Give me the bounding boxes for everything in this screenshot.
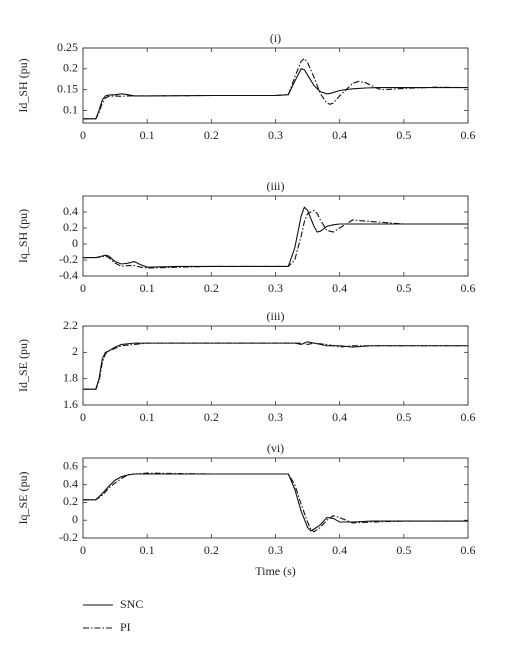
x-tick-label: 0.1 (140, 543, 155, 557)
x-tick-label: 0.5 (396, 410, 411, 424)
y-tick-label: 0.4 (63, 476, 78, 490)
x-tick-label: 0.3 (268, 410, 283, 424)
series-line (83, 473, 468, 532)
series-line (83, 341, 468, 390)
y-tick-label: -0.2 (59, 530, 78, 544)
x-tick-label: 0.6 (461, 543, 476, 557)
x-tick-label: 0.3 (268, 281, 283, 295)
y-tick-label: 0.2 (63, 494, 78, 508)
x-tick-label: 0.1 (140, 281, 155, 295)
x-tick-label: 0 (80, 543, 86, 557)
x-tick-label: 0.6 (461, 128, 476, 142)
series-line (83, 68, 468, 120)
x-tick-label: 0.5 (396, 128, 411, 142)
x-tick-label: 0 (80, 128, 86, 142)
y-tick-label: 0 (72, 512, 78, 526)
x-tick-label: 0.6 (461, 410, 476, 424)
x-tick-label: 0.3 (268, 128, 283, 142)
x-tick-label: 0.1 (140, 128, 155, 142)
y-tick-label: 0.2 (63, 61, 78, 75)
plot-frame (82, 325, 469, 406)
y-axis-label: Id_SH (pu) (16, 58, 30, 112)
y-axis-label: Id_SE (pu) (16, 339, 30, 392)
x-tick-label: 0.2 (204, 410, 219, 424)
y-tick-label: 0.1 (63, 102, 78, 116)
x-tick-label: 0.1 (140, 410, 155, 424)
y-tick-label: -0.4 (59, 268, 78, 282)
x-axis-label: Time (s) (255, 564, 296, 578)
legend-label: PI (120, 620, 131, 634)
legend-label: SNC (120, 597, 143, 611)
panel-title: (i) (270, 31, 281, 45)
y-tick-label: 2.2 (63, 318, 78, 332)
series-line (83, 342, 468, 390)
y-tick-label: 1.6 (63, 397, 78, 411)
series-line (83, 57, 469, 120)
x-tick-label: 0.4 (332, 543, 347, 557)
panel-title: (iii) (267, 179, 285, 193)
y-tick-label: 0 (72, 236, 78, 250)
series-line (83, 472, 468, 533)
panel-title: (iii) (267, 309, 285, 323)
y-axis-label: Iq_SH (pu) (16, 209, 30, 263)
x-tick-label: 0.4 (332, 281, 347, 295)
x-tick-label: 0 (80, 410, 86, 424)
x-tick-label: 0.2 (204, 281, 219, 295)
x-tick-label: 0.2 (204, 543, 219, 557)
x-tick-label: 0.6 (461, 281, 476, 295)
y-tick-label: 1.8 (63, 370, 78, 384)
y-tick-label: 0.2 (63, 220, 78, 234)
y-tick-label: 0.15 (57, 81, 78, 95)
y-tick-label: -0.2 (59, 252, 78, 266)
x-tick-label: 0 (80, 281, 86, 295)
y-tick-label: 0.6 (63, 459, 78, 473)
y-axis-label: Iq_SE (pu) (16, 472, 30, 525)
y-tick-label: 0.25 (57, 40, 78, 54)
x-tick-label: 0.3 (268, 543, 283, 557)
x-tick-label: 0.5 (396, 543, 411, 557)
plot-frame (82, 195, 469, 277)
series-line (83, 209, 468, 269)
plot-frame (82, 47, 469, 124)
x-tick-label: 0.2 (204, 128, 219, 142)
y-tick-label: 2 (72, 344, 78, 358)
panel-title: (vi) (267, 441, 284, 455)
x-tick-label: 0.4 (332, 128, 347, 142)
series-line (83, 206, 468, 268)
x-tick-label: 0.4 (332, 410, 347, 424)
plot-frame (82, 457, 469, 539)
x-tick-label: 0.5 (396, 281, 411, 295)
y-tick-label: 0.4 (63, 204, 78, 218)
